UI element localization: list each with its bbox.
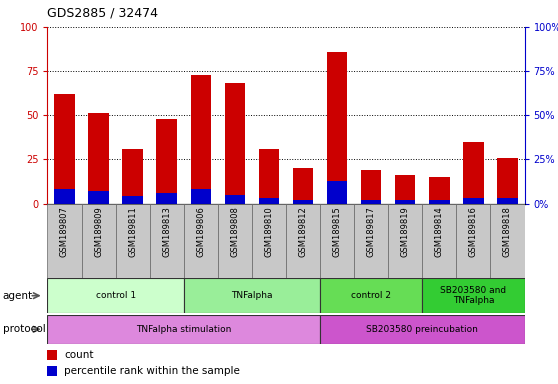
Bar xyxy=(293,200,313,204)
Bar xyxy=(47,315,320,344)
Text: SB203580 and
TNFalpha: SB203580 and TNFalpha xyxy=(440,286,507,305)
Bar xyxy=(327,180,347,204)
Bar xyxy=(225,83,245,204)
Bar xyxy=(497,198,518,204)
Bar xyxy=(116,204,150,278)
Bar xyxy=(191,74,211,204)
Text: GSM189812: GSM189812 xyxy=(299,206,307,257)
Text: GSM189819: GSM189819 xyxy=(401,206,410,257)
Bar xyxy=(88,113,109,204)
Bar xyxy=(395,200,416,204)
Text: GSM189818: GSM189818 xyxy=(503,206,512,257)
Bar xyxy=(54,189,75,204)
Bar xyxy=(184,278,320,313)
Text: GSM189817: GSM189817 xyxy=(367,206,376,257)
Bar xyxy=(156,119,177,204)
Bar xyxy=(422,204,456,278)
Text: percentile rank within the sample: percentile rank within the sample xyxy=(64,366,240,376)
Bar xyxy=(47,366,57,376)
Bar xyxy=(184,204,218,278)
Bar xyxy=(156,193,177,204)
Bar xyxy=(259,149,279,204)
Bar xyxy=(463,142,484,204)
Bar xyxy=(293,168,313,204)
Bar xyxy=(286,204,320,278)
Text: TNFalpha: TNFalpha xyxy=(231,291,273,300)
Bar xyxy=(320,315,525,344)
Text: TNFalpha stimulation: TNFalpha stimulation xyxy=(136,325,232,334)
Bar xyxy=(47,204,81,278)
Bar xyxy=(395,175,416,204)
Bar xyxy=(88,191,109,204)
Text: GSM189816: GSM189816 xyxy=(469,206,478,257)
Bar xyxy=(354,204,388,278)
Bar xyxy=(259,198,279,204)
Bar xyxy=(218,204,252,278)
Text: agent: agent xyxy=(3,291,33,301)
Text: GSM189813: GSM189813 xyxy=(162,206,171,257)
Bar xyxy=(252,204,286,278)
Bar xyxy=(150,204,184,278)
Text: GSM189807: GSM189807 xyxy=(60,206,69,257)
Text: GSM189815: GSM189815 xyxy=(333,206,341,257)
Text: control 1: control 1 xyxy=(95,291,136,300)
Text: GSM189811: GSM189811 xyxy=(128,206,137,257)
Bar xyxy=(47,278,184,313)
Text: GSM189810: GSM189810 xyxy=(264,206,273,257)
Bar xyxy=(429,200,450,204)
Bar xyxy=(429,177,450,204)
Bar xyxy=(490,204,525,278)
Bar xyxy=(361,170,382,204)
Text: count: count xyxy=(64,350,94,360)
Text: GDS2885 / 32474: GDS2885 / 32474 xyxy=(47,6,158,19)
Bar xyxy=(497,157,518,204)
Text: protocol: protocol xyxy=(3,324,46,334)
Text: GSM189809: GSM189809 xyxy=(94,206,103,257)
Bar xyxy=(388,204,422,278)
Bar xyxy=(225,195,245,204)
Bar xyxy=(320,204,354,278)
Text: GSM189808: GSM189808 xyxy=(230,206,239,257)
Bar xyxy=(327,51,347,204)
Text: control 2: control 2 xyxy=(351,291,391,300)
Text: SB203580 preincubation: SB203580 preincubation xyxy=(367,325,478,334)
Bar xyxy=(47,351,57,360)
Bar xyxy=(81,204,116,278)
Bar xyxy=(191,189,211,204)
Bar xyxy=(456,204,490,278)
Text: GSM189806: GSM189806 xyxy=(196,206,205,257)
Bar xyxy=(320,278,422,313)
Bar xyxy=(122,149,143,204)
Bar xyxy=(54,94,75,204)
Bar xyxy=(122,197,143,204)
Bar xyxy=(422,278,525,313)
Text: GSM189814: GSM189814 xyxy=(435,206,444,257)
Bar xyxy=(361,200,382,204)
Bar xyxy=(463,198,484,204)
